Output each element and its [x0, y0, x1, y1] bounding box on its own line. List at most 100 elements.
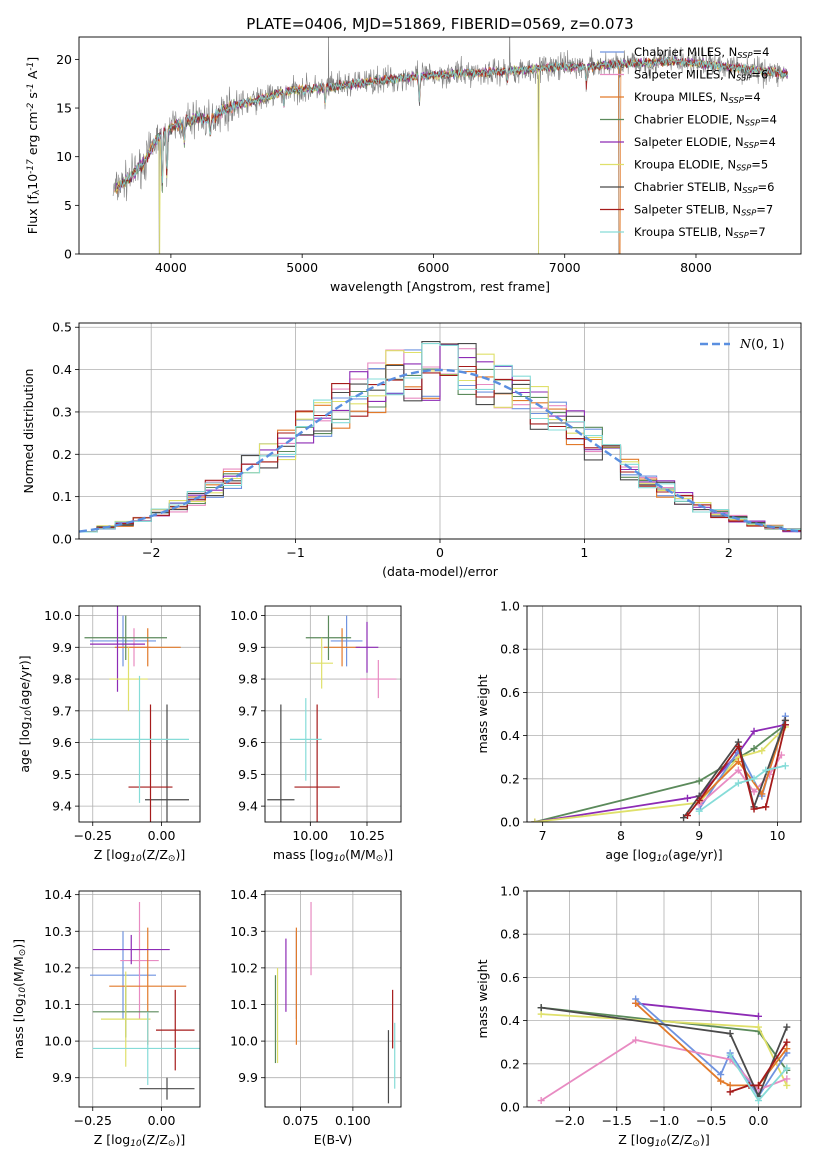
- weight-marker-salp_stelib: [695, 796, 703, 804]
- x-tick-label: 2: [725, 545, 733, 560]
- axes-frame: [78, 36, 802, 255]
- weight-marker-salp_miles: [734, 766, 742, 774]
- plot-area: [90, 901, 200, 1100]
- y-tick-label: 1.0: [500, 884, 520, 899]
- weight-marker-krou_stelib: [762, 766, 770, 774]
- weight-line-krou_miles: [698, 720, 787, 802]
- y-tick-label: 0.6: [500, 685, 520, 700]
- y-tick-label: 9.7: [52, 703, 72, 718]
- y-tick-label: 10.1: [44, 997, 72, 1012]
- y-tick-label: 9.9: [52, 640, 72, 655]
- y-tick-label: 15: [56, 101, 72, 116]
- axes-spectrum: 4000 5000 6000 7000 8000 0 5 10 15 20 wavelength […: [25, 36, 802, 294]
- y-tick-label: 0.0: [52, 532, 72, 547]
- y-axis-label: mass weight: [475, 959, 490, 1038]
- weight-marker-salp_elodie: [750, 727, 758, 735]
- x-tick-label: 10.00: [292, 828, 328, 843]
- plot-area: [537, 995, 791, 1105]
- weight-marker-salp_miles: [632, 1036, 640, 1044]
- y-axis-label: Normed distribution: [21, 369, 36, 494]
- weight-marker-chab_stelib: [726, 1030, 734, 1038]
- legend-label-gaussian: N(0, 1): [739, 336, 785, 351]
- axes-weight_vs_age: 7 8 9 10 0.0 0.2 0.4 0.6 0.8 1.0 age [log10(age/yr…: [475, 599, 802, 864]
- x-tick-label: 0.0: [749, 1113, 769, 1128]
- weight-marker-krou_miles: [726, 1081, 734, 1089]
- y-tick-label: 10.0: [230, 1034, 258, 1049]
- x-tick-label: 0.00: [148, 1113, 176, 1128]
- y-tick-label: 0.4: [500, 1013, 520, 1028]
- weight-marker-krou_miles: [734, 758, 742, 766]
- weight-marker-salp_stelib: [783, 1038, 791, 1046]
- y-tick-label: 9.5: [52, 767, 72, 782]
- weight-marker-krou_elodie: [754, 1023, 762, 1031]
- weight-marker-salp_miles: [537, 1097, 545, 1105]
- weight-marker-salp_stelib: [726, 1088, 734, 1096]
- y-tick-label: 9.8: [238, 672, 258, 687]
- x-tick-label: 9: [695, 828, 703, 843]
- weight-marker-krou_stelib: [783, 1064, 791, 1072]
- weight-marker-chab_stelib: [537, 1004, 545, 1012]
- y-tick-label: 0: [64, 247, 72, 262]
- axes-frame: [264, 605, 402, 823]
- axes-frame: [78, 605, 201, 823]
- y-tick-label: 20: [56, 52, 72, 67]
- y-tick-label: 9.9: [238, 1070, 258, 1085]
- weight-line-salp_elodie: [635, 1002, 759, 1018]
- y-tick-label: 9.4: [52, 799, 72, 814]
- weight-line-chab_stelib: [541, 1006, 788, 1099]
- model-spectrum-krou_stelib: [118, 55, 789, 191]
- y-tick-label: 0.5: [52, 320, 72, 335]
- plot-area: [84, 606, 189, 822]
- plot-area: [112, 37, 789, 254]
- weight-marker-salp_elodie: [754, 1012, 762, 1020]
- weight-marker-krou_elodie: [758, 747, 766, 755]
- x-tick-label: 0.075: [283, 1113, 319, 1128]
- axes-frame: [526, 605, 802, 823]
- legend-label: Chabrier MILES, NSSP=4: [634, 45, 769, 60]
- y-tick-label: 10: [56, 149, 72, 164]
- y-tick-label: 0.6: [500, 970, 520, 985]
- x-tick-label: 8: [617, 828, 625, 843]
- weight-marker-krou_elodie: [783, 1081, 791, 1089]
- y-tick-label: 10.3: [230, 924, 258, 939]
- legend-label: Chabrier ELODIE, NSSP=4: [634, 113, 777, 128]
- x-tick-label: −0.25: [74, 1113, 112, 1128]
- legend-label: Kroupa MILES, NSSP=4: [634, 90, 761, 105]
- x-tick-label: −0.5: [696, 1113, 726, 1128]
- legend-label: Kroupa ELODIE, NSSP=5: [634, 158, 768, 173]
- plot-area: [531, 712, 789, 822]
- x-axis-label: Z [log10(Z/Z⊙)]: [94, 1132, 185, 1149]
- histogram-krou_stelib: [79, 343, 801, 533]
- y-tick-label: 10.2: [230, 960, 258, 975]
- weight-marker-krou_stelib: [781, 762, 789, 770]
- weight-marker-krou_stelib: [750, 775, 758, 783]
- x-tick-label: 5000: [286, 260, 318, 275]
- legend-label: Kroupa STELIB, NSSP=7: [634, 225, 766, 240]
- y-tick-label: 0.8: [500, 642, 520, 657]
- legend: Chabrier MILES, NSSP=4 Salpeter MILES, NS…: [600, 45, 777, 240]
- weight-marker-krou_elodie: [531, 818, 539, 822]
- x-tick-label: 10: [770, 828, 786, 843]
- y-tick-label: 9.7: [238, 703, 258, 718]
- weight-line-salp_stelib: [729, 1041, 788, 1093]
- x-axis-label: age [log10(age/yr)]: [605, 847, 722, 864]
- weight-marker-salp_stelib: [750, 805, 758, 813]
- weight-marker-salp_stelib: [734, 742, 742, 750]
- axes-frame: [264, 890, 402, 1108]
- weight-marker-salp_stelib: [754, 1081, 762, 1089]
- weight-marker-krou_stelib: [695, 807, 703, 815]
- x-tick-label: 1: [580, 545, 588, 560]
- x-tick-label: 0: [436, 545, 444, 560]
- axes-mass_vs_Z: −0.25 0.00 9.9 10.0 10.1 10.2 10.3 10.4 Z [log10…: [11, 887, 201, 1149]
- x-tick-label: 8000: [680, 260, 712, 275]
- y-tick-label: 0.0: [500, 815, 520, 830]
- x-tick-label: 0.00: [148, 828, 176, 843]
- x-tick-label: −2: [142, 545, 160, 560]
- x-tick-label: 0.100: [335, 1113, 371, 1128]
- weight-marker-chab_elodie: [750, 745, 758, 753]
- y-axis-label: mass weight: [475, 674, 490, 753]
- plot-area: [274, 901, 396, 1104]
- y-tick-label: 9.6: [238, 735, 258, 750]
- axes-frame: [78, 890, 201, 1108]
- figure-title: PLATE=0406, MJD=51869, FIBERID=0569, z=0…: [246, 15, 633, 33]
